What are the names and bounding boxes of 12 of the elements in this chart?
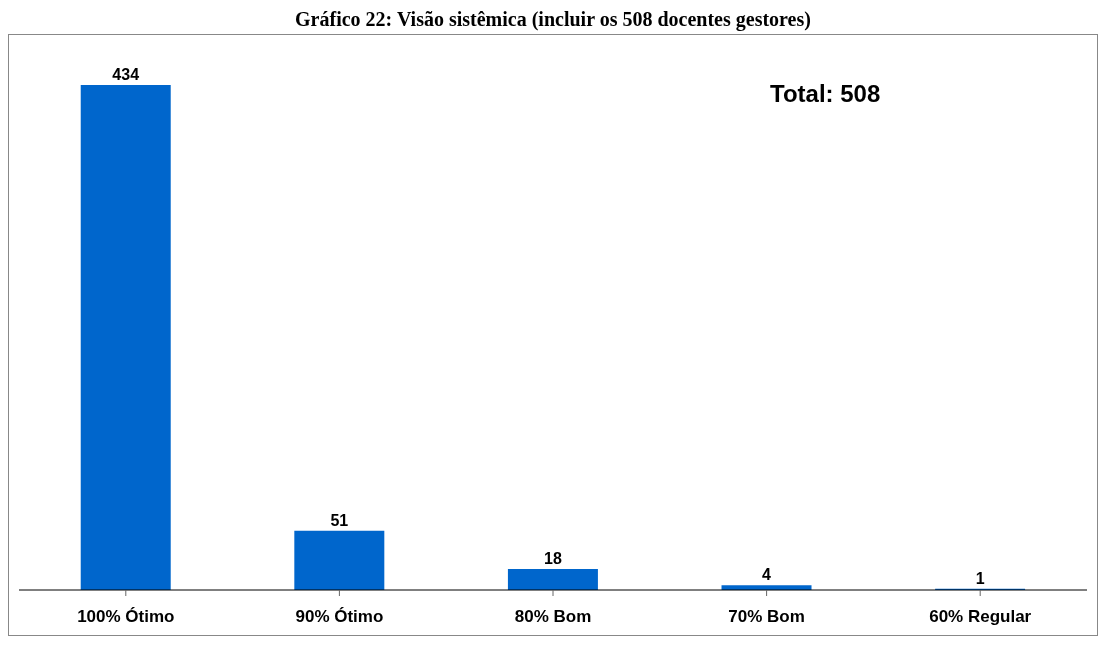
x-tick-label: 60% Regular: [929, 607, 1032, 627]
annotation: Total: 508: [770, 80, 881, 108]
x-tick-label: 80% Bom: [514, 607, 592, 627]
data-label: 1: [975, 569, 985, 587]
x-tick-label: 70% Bom: [728, 607, 805, 627]
data-label: 18: [544, 550, 562, 568]
data-label: 4: [762, 566, 772, 584]
data-label: 434: [112, 66, 140, 83]
x-tick-label: 90% Ótimo: [295, 607, 384, 627]
x-tick-label: 100% Ótimo: [77, 607, 175, 627]
chart-title: Gráfico 22: Visão sistêmica (incluir os 508 docentes gestores): [294, 8, 812, 33]
data-label: 51: [330, 511, 349, 529]
